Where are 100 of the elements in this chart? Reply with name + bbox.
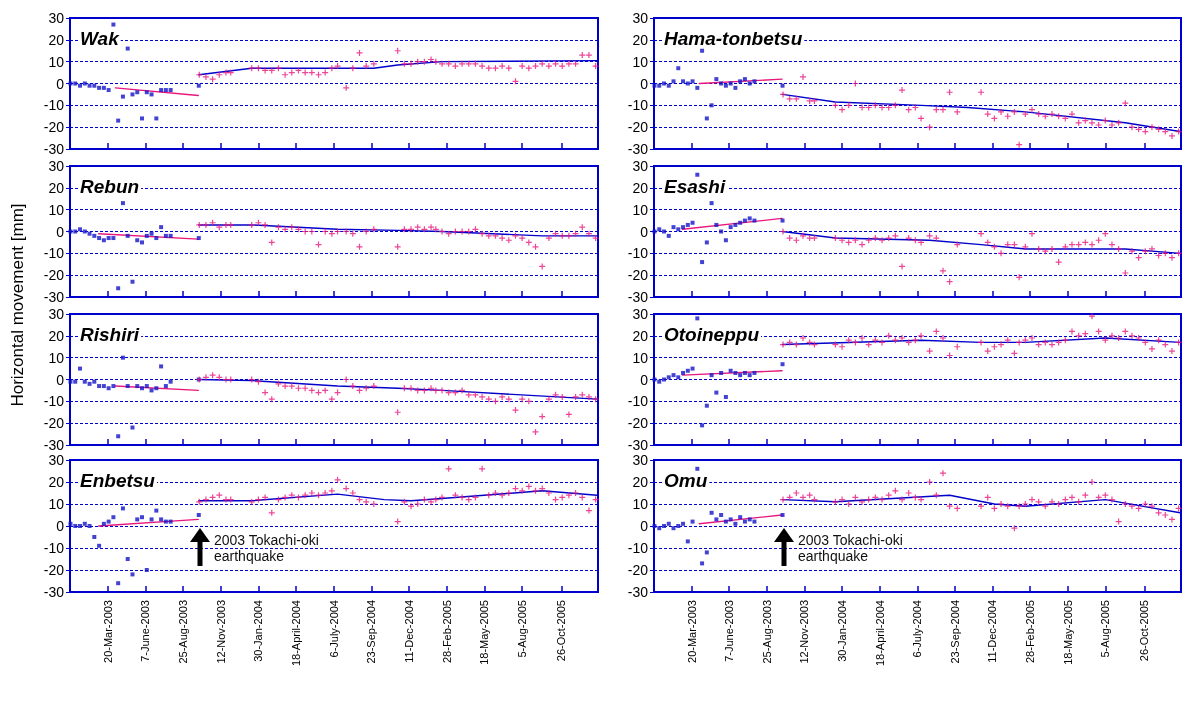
x-tick-label: 26-Oct-2005 (555, 600, 568, 662)
text: Rebun (80, 176, 140, 197)
text: Hama-tonbetsu (664, 28, 803, 49)
point (685, 368, 690, 373)
point (978, 503, 985, 510)
point (130, 279, 135, 284)
y-tick-label: 0 (56, 75, 65, 92)
x-tick-label: 11-Dec-2004 (986, 600, 999, 663)
point (704, 240, 709, 245)
point (859, 498, 866, 505)
point (676, 227, 681, 232)
point (899, 496, 906, 503)
y-tick-label: 20 (632, 179, 649, 196)
point (984, 111, 991, 118)
point (939, 335, 946, 342)
point (1035, 111, 1042, 118)
point (408, 60, 415, 67)
point (1128, 503, 1135, 510)
point (1035, 245, 1042, 252)
point (662, 524, 666, 528)
point (690, 366, 695, 371)
point (1048, 498, 1055, 505)
point (939, 470, 946, 477)
point (428, 498, 435, 505)
point (1088, 241, 1095, 248)
point (111, 236, 116, 241)
y-tick-label: 30 (48, 158, 65, 174)
point (97, 236, 102, 241)
y-tick-label: 0 (640, 75, 649, 92)
point (149, 517, 154, 522)
point (657, 379, 662, 384)
annotation: 2003 Tokachi-oki earthquake (214, 532, 320, 564)
point (700, 423, 705, 428)
point (130, 425, 135, 430)
point (728, 225, 733, 230)
y-tick-label: -30 (43, 289, 65, 305)
point (879, 339, 886, 346)
point (752, 519, 757, 524)
y-tick-label: 10 (48, 201, 65, 218)
point (82, 229, 87, 234)
point (144, 568, 149, 572)
point (106, 88, 111, 93)
point (733, 222, 738, 227)
x-tick-label: 18-April-2004 (290, 600, 303, 667)
point (733, 85, 738, 90)
point (519, 63, 526, 70)
point (154, 116, 159, 121)
text: Enbetsu (80, 470, 156, 491)
point (135, 238, 140, 243)
x-tick-label: 12-Nov-2003 (798, 600, 811, 664)
point (899, 335, 906, 342)
point (738, 373, 743, 378)
y-tick-label: 0 (56, 518, 65, 534)
y-tick-label: -30 (627, 141, 649, 157)
point (505, 490, 512, 496)
point (370, 501, 377, 507)
point (786, 235, 793, 242)
point (714, 222, 719, 227)
point (87, 83, 92, 88)
point (742, 370, 747, 375)
point (92, 233, 97, 238)
point (459, 60, 466, 67)
point (116, 286, 121, 291)
point (1088, 479, 1095, 485)
point (159, 225, 164, 230)
point (439, 60, 446, 67)
y-tick-label: 20 (632, 474, 649, 490)
point (780, 83, 785, 88)
point (545, 235, 552, 242)
point (723, 519, 728, 524)
point (728, 368, 733, 373)
point (719, 81, 724, 86)
point (196, 221, 203, 228)
point (695, 466, 700, 471)
point (719, 370, 724, 375)
point (559, 393, 566, 400)
point (800, 73, 807, 80)
y-tick-label: -30 (43, 437, 65, 453)
point (499, 393, 506, 400)
point (662, 229, 666, 234)
point (676, 375, 681, 380)
point (1068, 328, 1075, 335)
y-tick-label: 10 (48, 349, 65, 366)
y-tick-label: -10 (43, 540, 65, 556)
x-tick-label: 11-Dec-2004 (403, 600, 416, 663)
point (101, 238, 106, 243)
point (872, 235, 879, 242)
point (592, 235, 599, 242)
point (671, 526, 676, 531)
point (662, 81, 666, 86)
y-tick-label: -20 (627, 267, 649, 284)
point (585, 230, 592, 237)
point (747, 373, 752, 378)
point (125, 233, 130, 238)
point (163, 88, 168, 93)
point (666, 233, 671, 238)
point (144, 233, 149, 238)
point (262, 389, 269, 396)
point (92, 83, 97, 88)
point (700, 260, 705, 265)
